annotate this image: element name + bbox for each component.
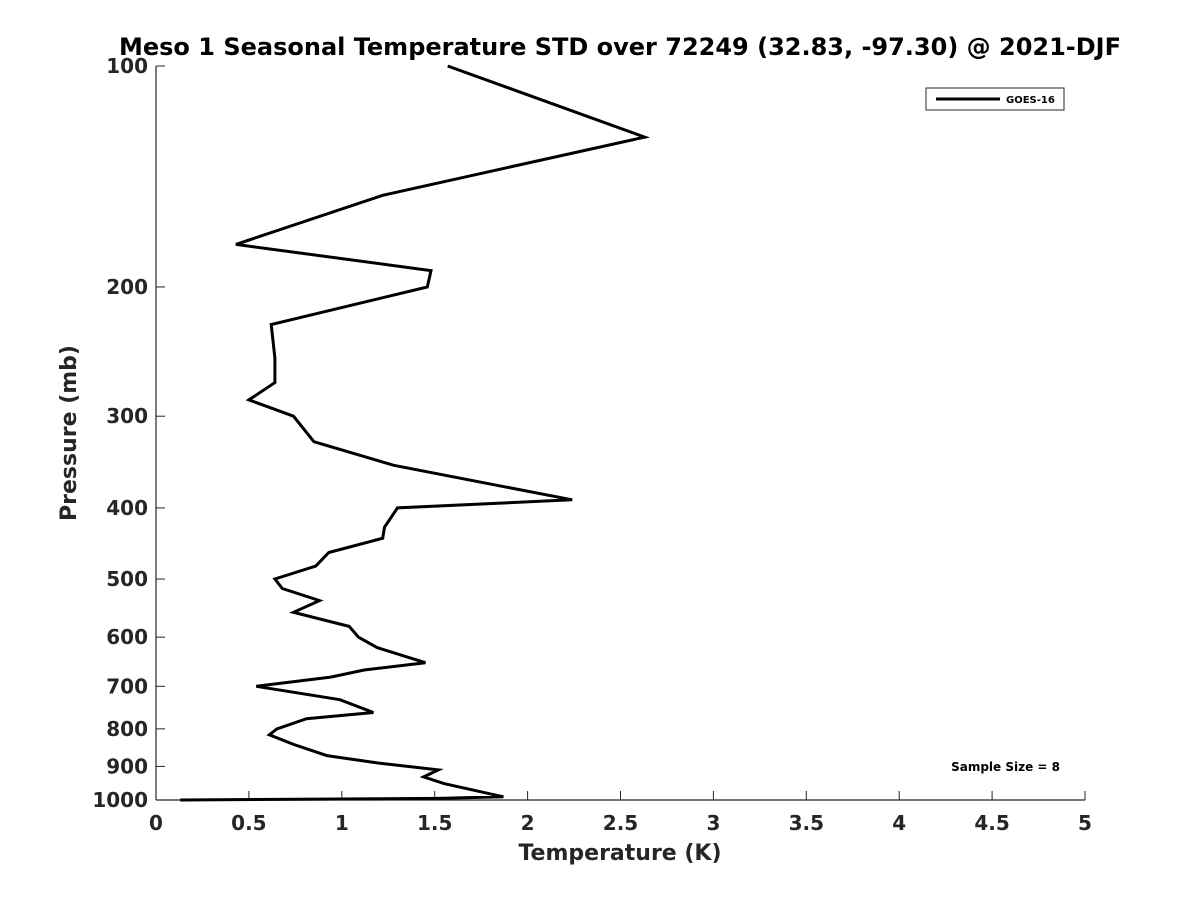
x-tick-label: 2.5 — [603, 811, 638, 835]
x-tick-label: 1 — [335, 811, 349, 835]
series-layer — [180, 64, 651, 802]
x-ticks: 0 0.5 1 1.5 2 2.5 3 3.5 4 4.5 5 — [149, 791, 1092, 835]
y-tick-label: 900 — [106, 754, 148, 778]
x-tick-label: 0 — [149, 811, 163, 835]
y-tick-label: 200 — [106, 275, 148, 299]
x-axis-label: Temperature (K) — [518, 841, 721, 866]
sample-size-annotation: Sample Size = 8 — [951, 760, 1060, 774]
y-tick-label: 1000 — [92, 788, 148, 812]
series-line-goes-16 — [180, 64, 651, 802]
y-tick-label: 700 — [106, 674, 148, 698]
x-tick-label: 3 — [706, 811, 720, 835]
x-tick-label: 0.5 — [231, 811, 266, 835]
y-tick-label: 800 — [106, 717, 148, 741]
y-tick-label: 600 — [106, 625, 148, 649]
x-tick-label: 4 — [892, 811, 906, 835]
y-tick-label: 300 — [106, 404, 148, 428]
y-tick-label: 500 — [106, 567, 148, 591]
chart-title: Meso 1 Seasonal Temperature STD over 722… — [119, 33, 1121, 61]
x-tick-label: 2 — [521, 811, 535, 835]
x-tick-label: 1.5 — [417, 811, 452, 835]
legend: GOES-16 — [925, 87, 1065, 111]
legend-label-goes-16: GOES-16 — [1006, 95, 1055, 106]
y-tick-label: 400 — [106, 496, 148, 520]
y-axis-label: Pressure (mb) — [57, 345, 82, 521]
x-tick-label: 3.5 — [789, 811, 824, 835]
plot-area — [156, 66, 1085, 800]
y-tick-label: 100 — [106, 54, 148, 78]
x-tick-label: 5 — [1078, 811, 1092, 835]
x-tick-label: 4.5 — [974, 811, 1009, 835]
y-ticks: 100 200 300 400 500 600 700 800 900 1000 — [92, 54, 165, 812]
